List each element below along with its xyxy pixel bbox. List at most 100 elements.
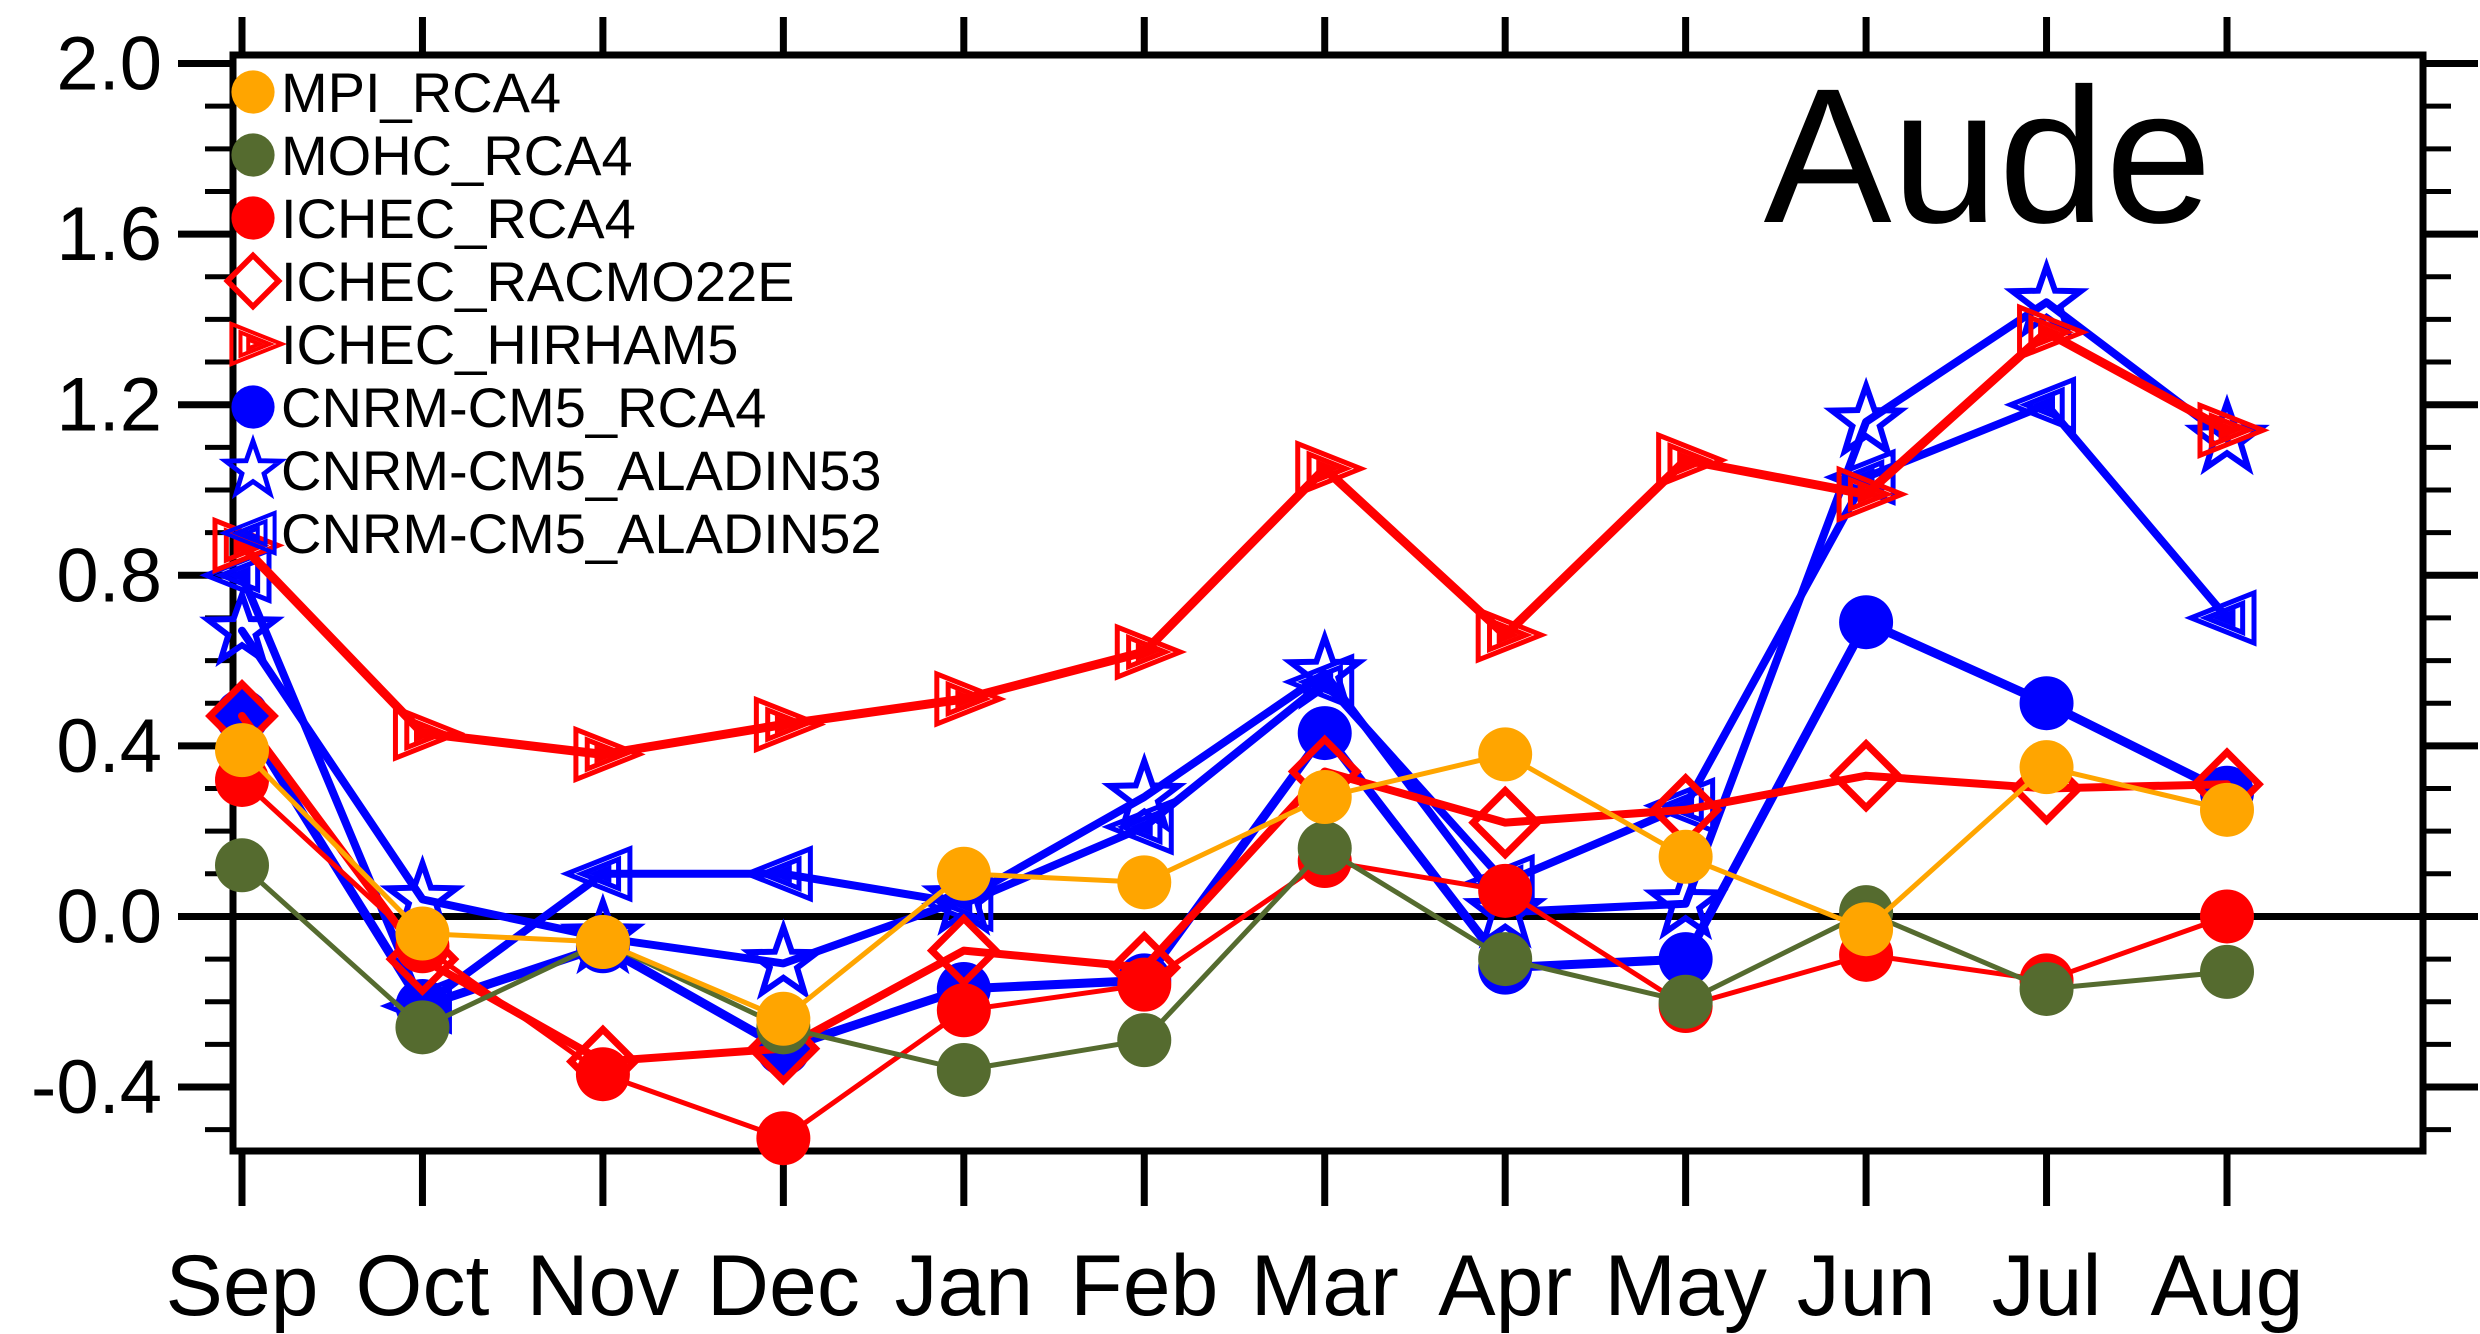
marker-nested_triangle_right <box>955 689 979 709</box>
marker-filled-circle <box>936 983 991 1038</box>
marker-nested_triangle_right <box>2218 421 2242 440</box>
marker-filled-circle <box>1478 932 1533 987</box>
marker-nested_triangle_left <box>755 855 802 892</box>
marker-nested_triangle_right <box>2197 401 2270 459</box>
series-line-ICHEC_HIRHAM5 <box>237 327 2232 759</box>
marker-nested_triangle_left <box>740 845 813 903</box>
marker-filled-circle <box>231 196 275 240</box>
marker-open-star <box>199 585 285 668</box>
marker-nested_triangle_right <box>404 714 451 752</box>
y-tick-label: 0.8 <box>56 533 162 618</box>
marker-nested_triangle_right <box>1295 439 1368 498</box>
marker-open-star <box>218 433 288 500</box>
x-tick-label: Jan <box>894 1238 1033 1334</box>
marker-filled-circle <box>215 723 269 778</box>
marker-nested_triangle_right <box>1126 633 1172 671</box>
marker-filled-circle <box>575 915 630 970</box>
series-line-ICHEC_RCA4 <box>239 777 2230 1141</box>
marker-filled-circle <box>2200 889 2254 944</box>
marker-filled-circle <box>1839 595 1894 650</box>
marker-filled-circle <box>1658 974 1713 1029</box>
x-tick-label: Jul <box>1992 1238 2102 1334</box>
marker-open-diamond <box>1468 785 1543 860</box>
marker-nested_triangle_right <box>1316 459 1340 478</box>
marker-nested_triangle_right <box>1114 623 1188 681</box>
marker-nested_triangle_left <box>560 845 633 903</box>
marker-nested_triangle_right <box>392 704 466 762</box>
marker-nested_triangle_right <box>1677 450 1701 470</box>
marker-filled-circle <box>1839 902 1894 957</box>
marker-filled-circle <box>2019 676 2074 731</box>
marker-nested_triangle_right <box>1836 465 1909 523</box>
x-tick-label: Apr <box>1438 1238 1572 1334</box>
marker-nested_triangle_left <box>214 557 261 594</box>
marker-open-star <box>1281 628 1368 710</box>
marker-nested_triangle_right <box>584 736 631 773</box>
marker-nested_triangle_right <box>1135 642 1159 662</box>
marker-nested_triangle_right <box>753 695 827 754</box>
marker-nested_triangle_left <box>1116 808 1163 846</box>
marker-nested_triangle_left <box>2184 589 2257 647</box>
marker-nested_triangle_right <box>1656 431 1729 489</box>
x-tick-label: Aug <box>2150 1238 2303 1334</box>
chart-title: Aude <box>1764 48 2212 263</box>
marker-filled-circle <box>2200 782 2254 837</box>
marker-filled-circle <box>2019 740 2074 795</box>
marker-filled-circle <box>231 70 275 114</box>
marker-nested_triangle_right <box>573 725 646 784</box>
marker-open-diamond <box>1648 772 1723 847</box>
marker-filled-circle <box>2200 944 2254 999</box>
marker-nested_triangle_left <box>230 518 268 548</box>
x-tick-label: Feb <box>1070 1238 1218 1334</box>
marker-filled-circle <box>395 1000 450 1055</box>
x-tick-label: Nov <box>526 1238 679 1334</box>
y-tick-label: -0.4 <box>31 1045 162 1130</box>
marker-filled-circle <box>395 906 450 961</box>
marker-open-diamond <box>223 251 283 311</box>
series-line-MOHC_RCA4 <box>239 845 2230 1073</box>
marker-nested_triangle_right <box>1487 616 1533 654</box>
legend-label-CNRM-CM5_ALADIN53: CNRM-CM5_ALADIN53 <box>281 439 882 502</box>
legend-label-ICHEC_RCA4: ICHEC_RCA4 <box>281 187 636 250</box>
y-tick-label: 0.0 <box>56 874 162 959</box>
marker-nested_triangle_right <box>414 723 438 743</box>
marker-nested_triangle_right <box>2028 314 2075 351</box>
y-tick-label: 2.0 <box>56 22 162 107</box>
marker-filled-circle <box>231 385 275 429</box>
marker-nested_triangle_right <box>2038 323 2062 342</box>
marker-nested_triangle_right <box>765 706 812 743</box>
marker-nested_triangle_left <box>1129 817 1153 837</box>
marker-nested_triangle_left <box>768 864 792 883</box>
marker-filled-circle <box>936 846 991 901</box>
legend-label-MOHC_RCA4: MOHC_RCA4 <box>281 124 633 187</box>
marker-open-star <box>1101 751 1188 834</box>
marker-filled-circle <box>1478 727 1533 782</box>
marker-filled-circle <box>215 838 269 893</box>
marker-nested_triangle_left <box>575 855 622 892</box>
marker-filled-circle <box>1297 821 1352 876</box>
x-tick-label: Jun <box>1797 1238 1936 1334</box>
y-tick-label: 1.2 <box>56 363 162 448</box>
marker-filled-circle <box>1658 932 1713 987</box>
marker-nested_triangle_right <box>2208 412 2255 449</box>
marker-nested_triangle_right <box>1667 441 1714 479</box>
marker-nested_triangle_right <box>1857 485 1881 504</box>
legend-label-MPI_RCA4: MPI_RCA4 <box>281 61 561 124</box>
marker-open-star <box>1462 867 1549 949</box>
marker-nested_triangle_left <box>2212 608 2236 628</box>
marker-filled-circle <box>1478 863 1533 918</box>
marker-nested_triangle_left <box>218 510 277 556</box>
x-tick-label: May <box>1604 1238 1766 1334</box>
marker-filled-circle <box>936 1042 991 1097</box>
marker-filled-circle <box>575 1047 630 1102</box>
marker-nested_triangle_right <box>229 321 288 367</box>
marker-open-diamond <box>926 913 1001 988</box>
marker-filled-circle <box>1297 770 1352 825</box>
marker-nested_triangle_left <box>2003 376 2077 434</box>
marker-nested_triangle_right <box>1847 476 1894 513</box>
marker-nested_triangle_right <box>774 715 799 734</box>
y-tick-label: 1.6 <box>56 192 162 277</box>
legend-label-CNRM-CM5_ALADIN52: CNRM-CM5_ALADIN52 <box>281 502 882 565</box>
x-tick-label: Dec <box>707 1238 860 1334</box>
